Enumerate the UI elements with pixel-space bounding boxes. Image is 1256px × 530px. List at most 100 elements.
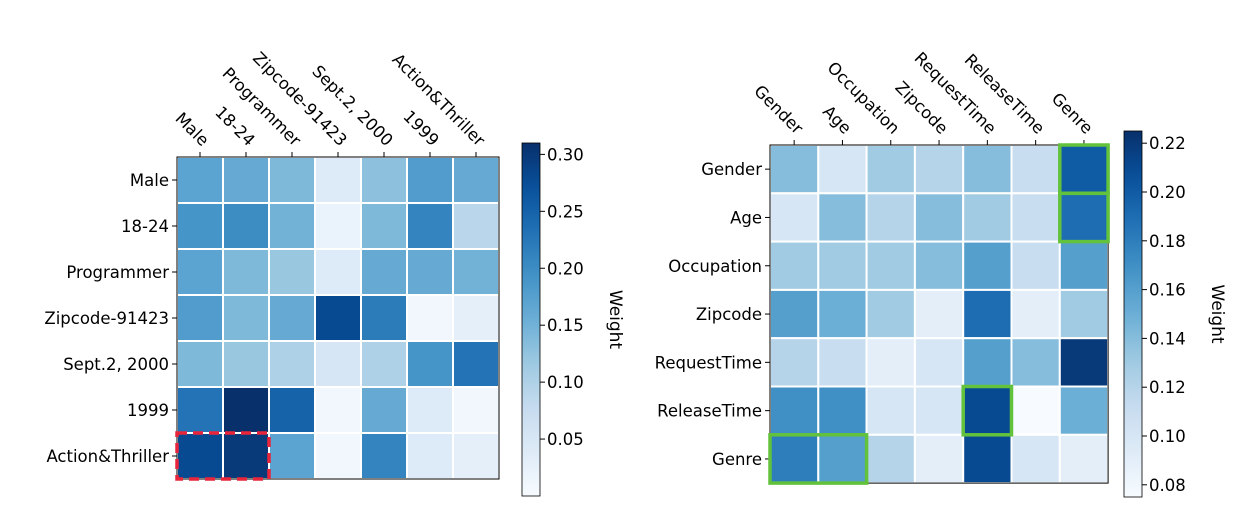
row-label: Zipcode-91423 xyxy=(44,309,169,328)
heatmap-cell xyxy=(817,144,868,195)
heatmap-cell xyxy=(314,156,362,204)
heatmap-cell xyxy=(268,432,316,480)
heatmap-cell xyxy=(865,144,916,195)
heatmap-cell xyxy=(452,294,500,342)
heatmap-cell xyxy=(817,192,868,243)
heatmap-cell xyxy=(314,340,362,388)
heatmap-cell xyxy=(176,386,224,434)
heatmap-cell xyxy=(962,144,1013,195)
heatmap-cell xyxy=(452,156,500,204)
heatmap-cell xyxy=(406,386,454,434)
heatmap-cell xyxy=(268,386,316,434)
heatmap-cell xyxy=(360,248,408,296)
heatmap-cell xyxy=(865,433,916,485)
heatmap-cell xyxy=(865,288,916,340)
heatmap-cell xyxy=(1058,240,1110,291)
heatmap-cell xyxy=(913,433,965,485)
heatmap-cell xyxy=(176,248,224,296)
colorbar-tick-label: 0.10 xyxy=(547,373,584,392)
heatmap-cell xyxy=(222,432,270,480)
heatmap-cell xyxy=(314,294,362,342)
highlight-box xyxy=(961,384,1014,437)
colorbar-tick-label: 0.14 xyxy=(1149,329,1186,348)
heatmap-cell xyxy=(1010,192,1061,243)
heatmap-cell xyxy=(817,385,868,436)
heatmap-cell xyxy=(268,156,316,204)
heatmap-cell xyxy=(913,240,965,291)
heatmap-cell xyxy=(962,433,1013,485)
col-label: Sept.2, 2000 xyxy=(308,62,396,150)
row-label: Genre xyxy=(712,450,762,469)
colorbar-tick-label: 0.18 xyxy=(1149,232,1186,251)
heatmap-cell xyxy=(817,240,868,291)
heatmap-cell xyxy=(1058,192,1110,243)
colorbar-tick-label: 0.20 xyxy=(547,259,584,278)
row-label: RequestTime xyxy=(655,353,762,372)
heatmap-cell xyxy=(452,386,500,434)
heatmap-cell xyxy=(222,202,270,250)
row-label: Male xyxy=(130,171,169,190)
heatmap-cell xyxy=(817,337,868,388)
heatmap-cell xyxy=(360,386,408,434)
row-label: 18-24 xyxy=(121,217,169,236)
heatmap-cell xyxy=(865,385,916,436)
highlight-box xyxy=(1058,191,1110,244)
colorbar-tick-label: 0.16 xyxy=(1149,281,1186,300)
heatmap-cell xyxy=(452,340,500,388)
heatmap-cell xyxy=(406,340,454,388)
heatmap-cell xyxy=(176,202,224,250)
col-label: 1999 xyxy=(399,107,442,150)
heatmap-cell xyxy=(406,294,454,342)
row-label: Gender xyxy=(701,160,762,179)
row-label: Sept.2, 2000 xyxy=(63,355,169,374)
heatmap-cell xyxy=(360,156,408,204)
heatmap-cell xyxy=(962,385,1013,436)
heatmap-cell xyxy=(1058,433,1110,485)
heatmap-cell xyxy=(1010,337,1061,388)
heatmap-cell xyxy=(962,288,1013,340)
row-label: 1999 xyxy=(127,401,169,420)
colorbar-tick-label: 0.25 xyxy=(547,202,584,221)
colorbar-tick-label: 0.05 xyxy=(547,430,584,449)
heatmap-cell xyxy=(817,288,868,340)
heatmap-left: Male 18-24 Programmer Zipcode-91423 Sept.2, … xyxy=(44,48,625,497)
heatmap-cell xyxy=(1010,433,1061,485)
heatmap-cell xyxy=(314,248,362,296)
heatmap-cell xyxy=(962,192,1013,243)
heatmap-cell xyxy=(222,294,270,342)
col-label: Gender xyxy=(750,81,807,138)
colorbar-label: Weight xyxy=(1207,284,1227,344)
heatmap-cell xyxy=(1058,385,1110,436)
colorbar-tick-label: 0.08 xyxy=(1149,476,1186,495)
heatmap-cell xyxy=(222,386,270,434)
colorbar-tick-label: 0.22 xyxy=(1149,134,1186,153)
heatmap-cell xyxy=(314,386,362,434)
heatmap-cell xyxy=(769,144,820,195)
col-label: Age xyxy=(819,102,855,138)
heatmap-cell xyxy=(769,192,820,243)
heatmap-cell xyxy=(314,202,362,250)
heatmap-cell xyxy=(222,156,270,204)
heatmap-cell xyxy=(1058,337,1110,388)
heatmap-cell xyxy=(222,340,270,388)
heatmap-cell xyxy=(360,432,408,480)
heatmap-cell xyxy=(913,337,965,388)
heatmap-cell xyxy=(268,294,316,342)
heatmap-cell xyxy=(452,432,500,480)
heatmap-cell xyxy=(406,202,454,250)
colorbar-tick-label: 0.12 xyxy=(1149,378,1186,397)
col-label: Male xyxy=(172,109,213,150)
heatmap-cell xyxy=(817,433,868,485)
heatmap-cell xyxy=(268,202,316,250)
row-label: Action&Thriller xyxy=(46,447,169,466)
row-label: ReleaseTime xyxy=(657,402,762,421)
heatmap-cell xyxy=(865,337,916,388)
heatmap-cell xyxy=(176,432,224,480)
heatmap-cell xyxy=(913,192,965,243)
heatmap-cell xyxy=(769,337,820,388)
heatmap-cell xyxy=(176,294,224,342)
colorbar-tick-label: 0.10 xyxy=(1149,427,1186,446)
heatmap-cell xyxy=(1010,144,1061,195)
heatmap-cell xyxy=(314,432,362,480)
highlight-box xyxy=(175,431,271,481)
